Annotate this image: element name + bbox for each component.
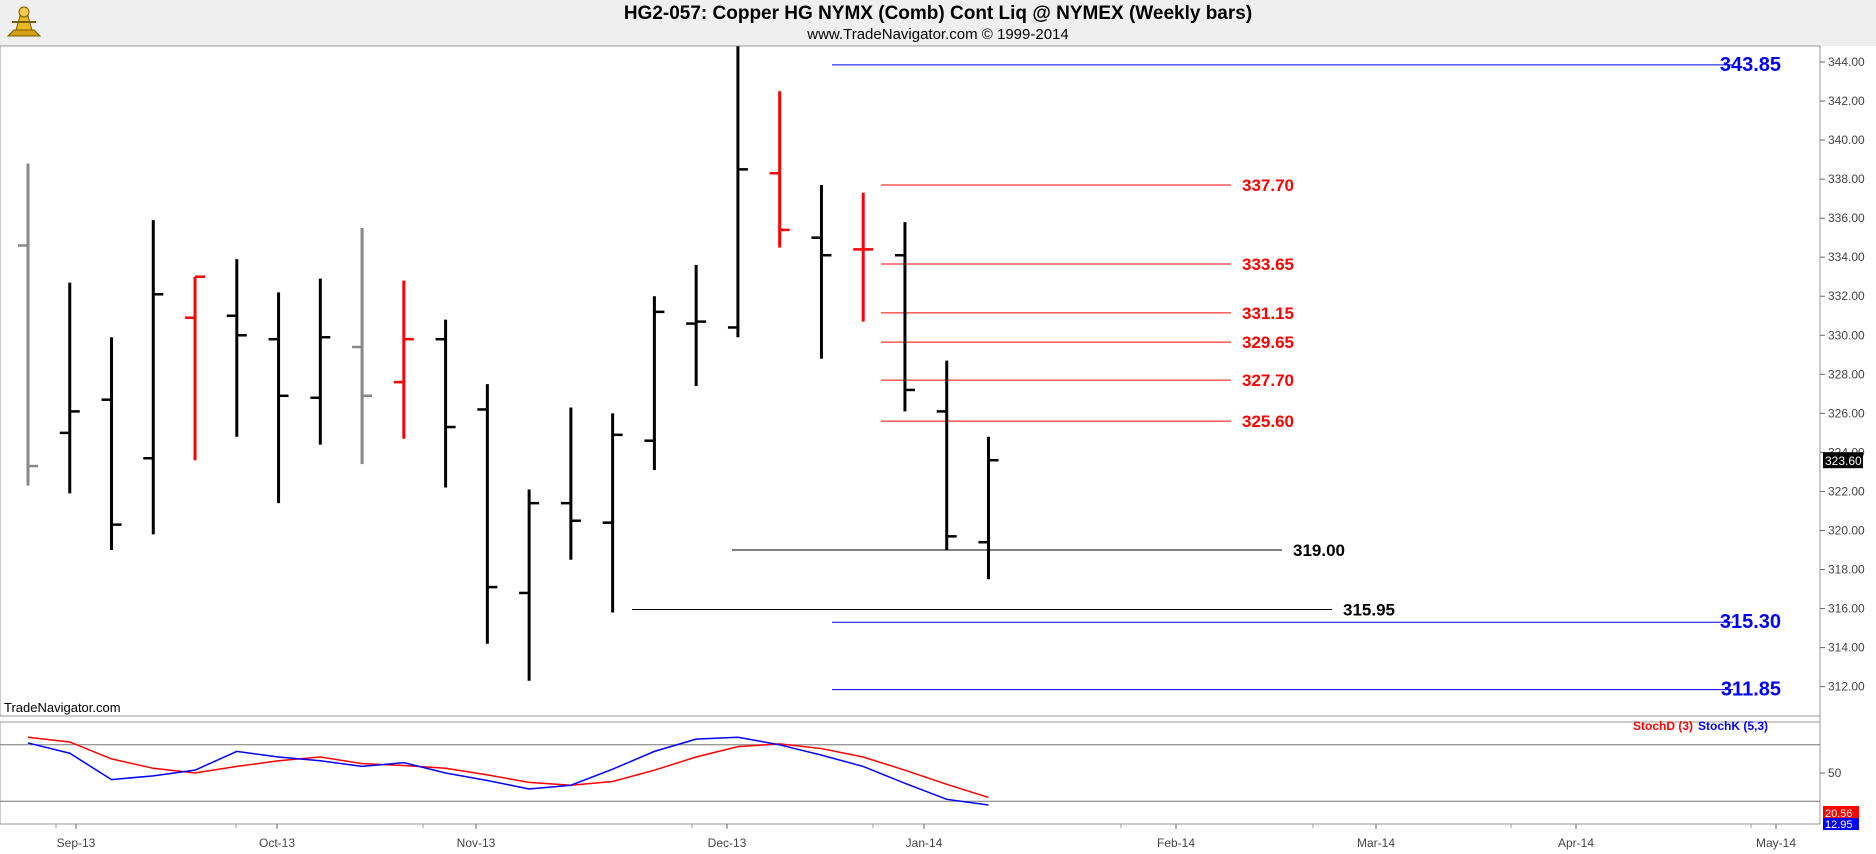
stoch-legend-k: StochK (5,3) xyxy=(1698,719,1768,733)
y-tick-label: 338.00 xyxy=(1828,172,1865,186)
stoch-tick-label: 50 xyxy=(1828,766,1842,780)
stoch-k-value-box xyxy=(1823,818,1859,830)
stoch-k-value: 12.95 xyxy=(1825,819,1853,831)
stoch-panel-border xyxy=(0,721,1821,825)
level-label: 327.70 xyxy=(1242,371,1294,390)
x-tick-label: Feb-14 xyxy=(1157,836,1195,850)
y-tick-label: 342.00 xyxy=(1828,94,1865,108)
level-label: 325.60 xyxy=(1242,412,1294,431)
y-tick-label: 326.00 xyxy=(1828,406,1865,420)
y-tick-label: 330.00 xyxy=(1828,328,1865,342)
x-tick-label: Mar-14 xyxy=(1357,836,1395,850)
x-tick-label: Jan-14 xyxy=(906,836,943,850)
y-tick-label: 334.00 xyxy=(1828,250,1865,264)
x-tick-label: May-14 xyxy=(1756,836,1796,850)
y-tick-label: 340.00 xyxy=(1828,133,1865,147)
y-tick-label: 314.00 xyxy=(1828,641,1865,655)
y-tick-label: 328.00 xyxy=(1828,367,1865,381)
y-tick-label: 312.00 xyxy=(1828,680,1865,694)
level-label: 331.15 xyxy=(1242,304,1294,323)
y-tick-label: 316.00 xyxy=(1828,602,1865,616)
level-label: 337.70 xyxy=(1242,176,1294,195)
y-tick-label: 332.00 xyxy=(1828,289,1865,303)
level-label: 333.65 xyxy=(1242,255,1294,274)
y-tick-label: 344.00 xyxy=(1828,55,1865,69)
level-label: 311.85 xyxy=(1721,679,1781,701)
level-label: 329.65 xyxy=(1242,333,1294,352)
stoch-series-line-1 xyxy=(27,736,989,806)
stoch-legend-d: StochD (3) xyxy=(1633,719,1693,733)
y-tick-label: 336.00 xyxy=(1828,211,1865,225)
y-tick-label: 322.00 xyxy=(1828,484,1865,498)
x-tick-label: Oct-13 xyxy=(259,836,295,850)
x-tick-label: Nov-13 xyxy=(457,836,496,850)
level-label: 315.30 xyxy=(1720,611,1781,633)
stoch-d-value: 20.56 xyxy=(1825,808,1853,820)
trade-navigator-logo-icon xyxy=(6,6,42,37)
watermark: TradeNavigator.com xyxy=(4,700,121,715)
x-tick-label: Sep-13 xyxy=(57,836,96,850)
x-tick-label: Dec-13 xyxy=(708,836,747,850)
level-label: 343.85 xyxy=(1720,54,1781,76)
price-panel-border xyxy=(0,45,1821,717)
y-tick-label: 320.00 xyxy=(1828,523,1865,537)
chart-title: HG2-057: Copper HG NYMX (Comb) Cont Liq … xyxy=(623,3,1253,24)
level-label: 315.95 xyxy=(1343,601,1395,620)
chart-header xyxy=(0,0,1876,46)
x-tick-label: Apr-14 xyxy=(1558,836,1594,850)
level-label: 319.00 xyxy=(1293,541,1345,560)
stoch-series-line-0 xyxy=(27,736,989,799)
y-tick-label: 318.00 xyxy=(1828,563,1865,577)
stoch-d-value-box xyxy=(1823,806,1859,819)
last-price-label: 323.60 xyxy=(1825,454,1862,468)
chart-subtitle: www.TradeNavigator.com © 1999-2014 xyxy=(807,26,1069,43)
last-price-box xyxy=(1823,452,1863,469)
